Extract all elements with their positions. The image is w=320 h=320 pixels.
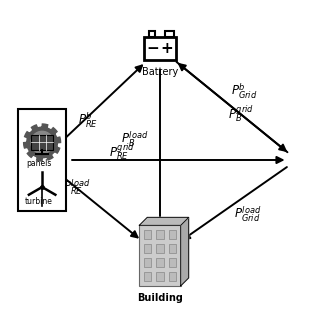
Text: $P^{load}_B$: $P^{load}_B$ — [121, 130, 148, 149]
Text: $P^{load}_{RE}$: $P^{load}_{RE}$ — [63, 177, 91, 197]
Bar — [139, 225, 181, 286]
Text: +: + — [161, 41, 173, 56]
Text: panels: panels — [26, 159, 52, 168]
Text: $P^{grid}_{RE}$: $P^{grid}_{RE}$ — [109, 141, 135, 163]
Bar — [156, 258, 164, 268]
Polygon shape — [139, 217, 189, 225]
Bar — [156, 230, 164, 239]
Bar — [169, 258, 176, 268]
Bar — [31, 135, 53, 150]
Polygon shape — [181, 217, 189, 286]
Text: $P^{load}_{Grid}$: $P^{load}_{Grid}$ — [234, 204, 261, 224]
Text: $P^b_{RE}$: $P^b_{RE}$ — [78, 110, 98, 130]
Bar — [149, 31, 155, 36]
Text: Battery: Battery — [142, 68, 178, 77]
Bar — [144, 272, 151, 281]
Bar — [144, 36, 176, 60]
Bar — [156, 244, 164, 253]
Text: −: − — [147, 41, 159, 56]
Bar — [169, 272, 176, 281]
Circle shape — [31, 131, 53, 154]
Bar — [169, 230, 176, 239]
Polygon shape — [24, 124, 60, 161]
Bar — [169, 244, 176, 253]
Bar — [144, 244, 151, 253]
Text: $P^{grid}_B$: $P^{grid}_B$ — [228, 103, 254, 124]
Bar — [18, 109, 66, 211]
Text: Building: Building — [137, 293, 183, 303]
Text: turbine: turbine — [25, 197, 53, 206]
Bar — [165, 31, 174, 36]
Bar — [144, 258, 151, 268]
Text: $P^b_{Grid}$: $P^b_{Grid}$ — [231, 82, 258, 101]
Bar — [144, 230, 151, 239]
Bar — [156, 272, 164, 281]
